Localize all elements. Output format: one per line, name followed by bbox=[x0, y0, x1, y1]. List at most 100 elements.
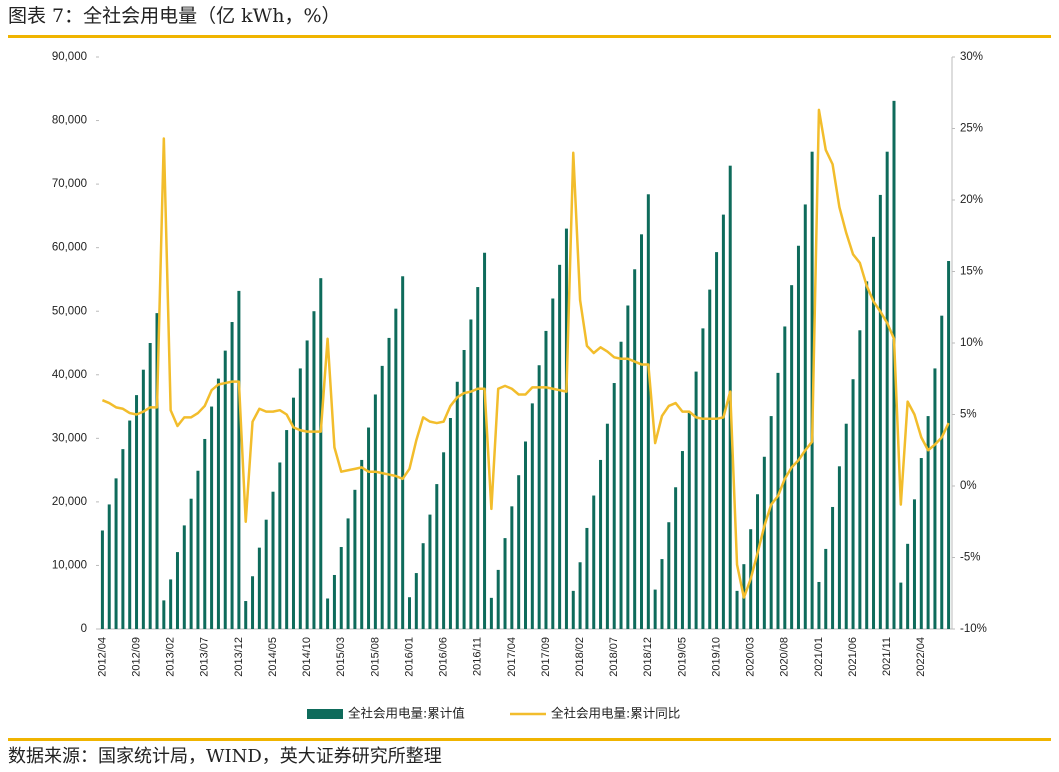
source-rule bbox=[8, 738, 1051, 741]
line bbox=[101, 108, 950, 599]
y-tick-label: 40,000 bbox=[52, 369, 87, 381]
bar bbox=[414, 573, 418, 629]
x-tick-label: 2018/12 bbox=[642, 637, 654, 677]
x-tick-label: 2016/06 bbox=[438, 637, 450, 677]
bar bbox=[899, 582, 903, 629]
bar bbox=[353, 489, 357, 629]
bar bbox=[592, 495, 596, 629]
bar bbox=[912, 499, 916, 629]
bar bbox=[667, 522, 671, 629]
y2-tick-label: 5% bbox=[960, 409, 977, 421]
bar bbox=[462, 349, 466, 629]
y2-tick-label: -5% bbox=[960, 552, 980, 564]
x-tick-label: 2021/06 bbox=[847, 637, 859, 677]
y-tick-label: 70,000 bbox=[52, 178, 87, 190]
y-tick-label: 10,000 bbox=[52, 559, 87, 571]
y2-tick-label: 15% bbox=[960, 266, 983, 278]
bar bbox=[435, 484, 439, 629]
bar bbox=[346, 518, 350, 629]
y2-tick-label: 30% bbox=[960, 51, 983, 63]
x-tick-label: 2021/11 bbox=[881, 637, 893, 676]
bar bbox=[476, 287, 480, 629]
source-note: 数据来源：国家统计局，WIND，英大证券研究所整理 bbox=[8, 746, 442, 767]
bar bbox=[796, 245, 800, 629]
bar bbox=[510, 506, 514, 629]
bar bbox=[640, 234, 644, 629]
chart-title: 图表 7：全社会用电量（亿 kWh，%） bbox=[8, 5, 341, 27]
legend-swatch bbox=[307, 709, 343, 719]
bar bbox=[305, 340, 309, 629]
x-tick-label: 2013/12 bbox=[233, 637, 245, 677]
bar bbox=[298, 368, 302, 629]
bar bbox=[872, 236, 876, 629]
x-tick-label: 2015/03 bbox=[335, 637, 347, 677]
bar bbox=[619, 341, 623, 629]
bar bbox=[633, 269, 637, 629]
bar bbox=[244, 601, 248, 629]
bar bbox=[865, 281, 869, 629]
y-tick-label: 90,000 bbox=[52, 51, 87, 63]
bar bbox=[455, 381, 459, 629]
x-tick-label: 2016/01 bbox=[403, 637, 415, 677]
bar bbox=[312, 311, 316, 629]
bar bbox=[694, 371, 698, 629]
bar bbox=[196, 470, 200, 629]
bar bbox=[537, 365, 541, 629]
y2-tick-label: -10% bbox=[960, 623, 987, 635]
x-tick-label: 2013/02 bbox=[165, 637, 177, 677]
bar bbox=[612, 383, 616, 629]
x-tick-label: 2022/04 bbox=[915, 637, 927, 677]
bar bbox=[837, 466, 841, 629]
bar bbox=[175, 552, 179, 629]
bar bbox=[824, 548, 828, 629]
bar bbox=[387, 337, 391, 629]
x-tick-label: 2019/10 bbox=[710, 637, 722, 677]
x-tick-label: 2014/05 bbox=[267, 637, 279, 677]
bar bbox=[585, 527, 589, 629]
bar bbox=[367, 427, 371, 629]
bar bbox=[394, 308, 398, 629]
y-tick-label: 30,000 bbox=[52, 432, 87, 444]
bar bbox=[257, 547, 261, 629]
legend-label: 全社会用电量:累计值 bbox=[348, 706, 465, 721]
y2-tick-label: 20% bbox=[960, 194, 983, 206]
bar bbox=[237, 290, 241, 629]
bar bbox=[885, 151, 889, 629]
bar bbox=[680, 451, 684, 629]
x-tick-label: 2020/03 bbox=[745, 637, 757, 677]
y-tick-label: 50,000 bbox=[52, 305, 87, 317]
bar bbox=[251, 576, 255, 629]
bar bbox=[319, 278, 323, 629]
bar bbox=[715, 252, 719, 630]
bar bbox=[162, 600, 166, 629]
bar bbox=[858, 330, 862, 629]
title-rule bbox=[8, 35, 1051, 38]
bar bbox=[230, 322, 234, 629]
bar bbox=[114, 478, 118, 629]
bar bbox=[605, 423, 609, 629]
legend-label: 全社会用电量:累计同比 bbox=[551, 706, 680, 721]
bar bbox=[906, 543, 910, 629]
bar bbox=[708, 289, 712, 629]
bar bbox=[210, 406, 214, 629]
x-tick-label: 2016/11 bbox=[472, 637, 484, 676]
bar bbox=[141, 369, 145, 629]
bar bbox=[121, 449, 125, 629]
bar bbox=[701, 328, 705, 629]
bar bbox=[517, 475, 521, 629]
bar bbox=[148, 343, 152, 629]
x-tick-label: 2017/09 bbox=[540, 637, 552, 677]
bar bbox=[578, 562, 582, 629]
bar bbox=[421, 543, 425, 629]
bar bbox=[769, 416, 773, 629]
bar bbox=[933, 368, 937, 629]
bar bbox=[380, 365, 384, 629]
bar bbox=[530, 403, 534, 629]
x-tick-label: 2017/04 bbox=[506, 637, 518, 677]
bar bbox=[940, 315, 944, 629]
bar bbox=[291, 397, 295, 629]
bar bbox=[851, 379, 855, 629]
y2-tick-label: 25% bbox=[960, 123, 983, 135]
bar bbox=[626, 305, 630, 629]
